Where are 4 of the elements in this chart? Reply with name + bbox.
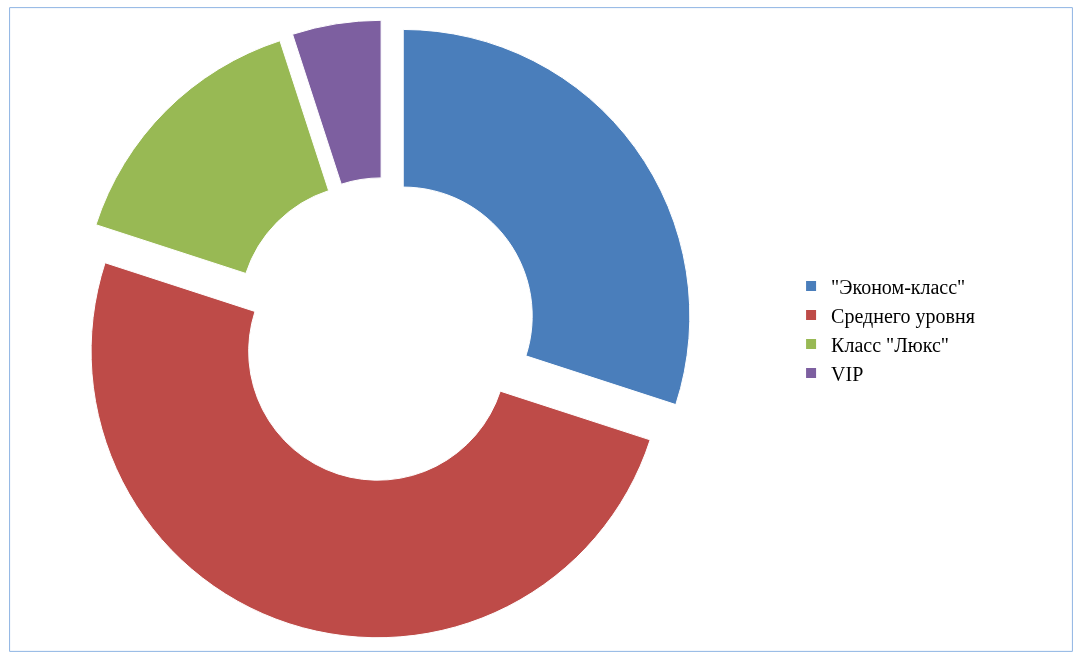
legend-label: Класс "Люкс" bbox=[831, 333, 949, 356]
legend-label: VIP bbox=[831, 362, 864, 385]
legend-label: Среднего уровня bbox=[831, 304, 975, 328]
legend-label: "Эконом-класс" bbox=[831, 275, 966, 298]
